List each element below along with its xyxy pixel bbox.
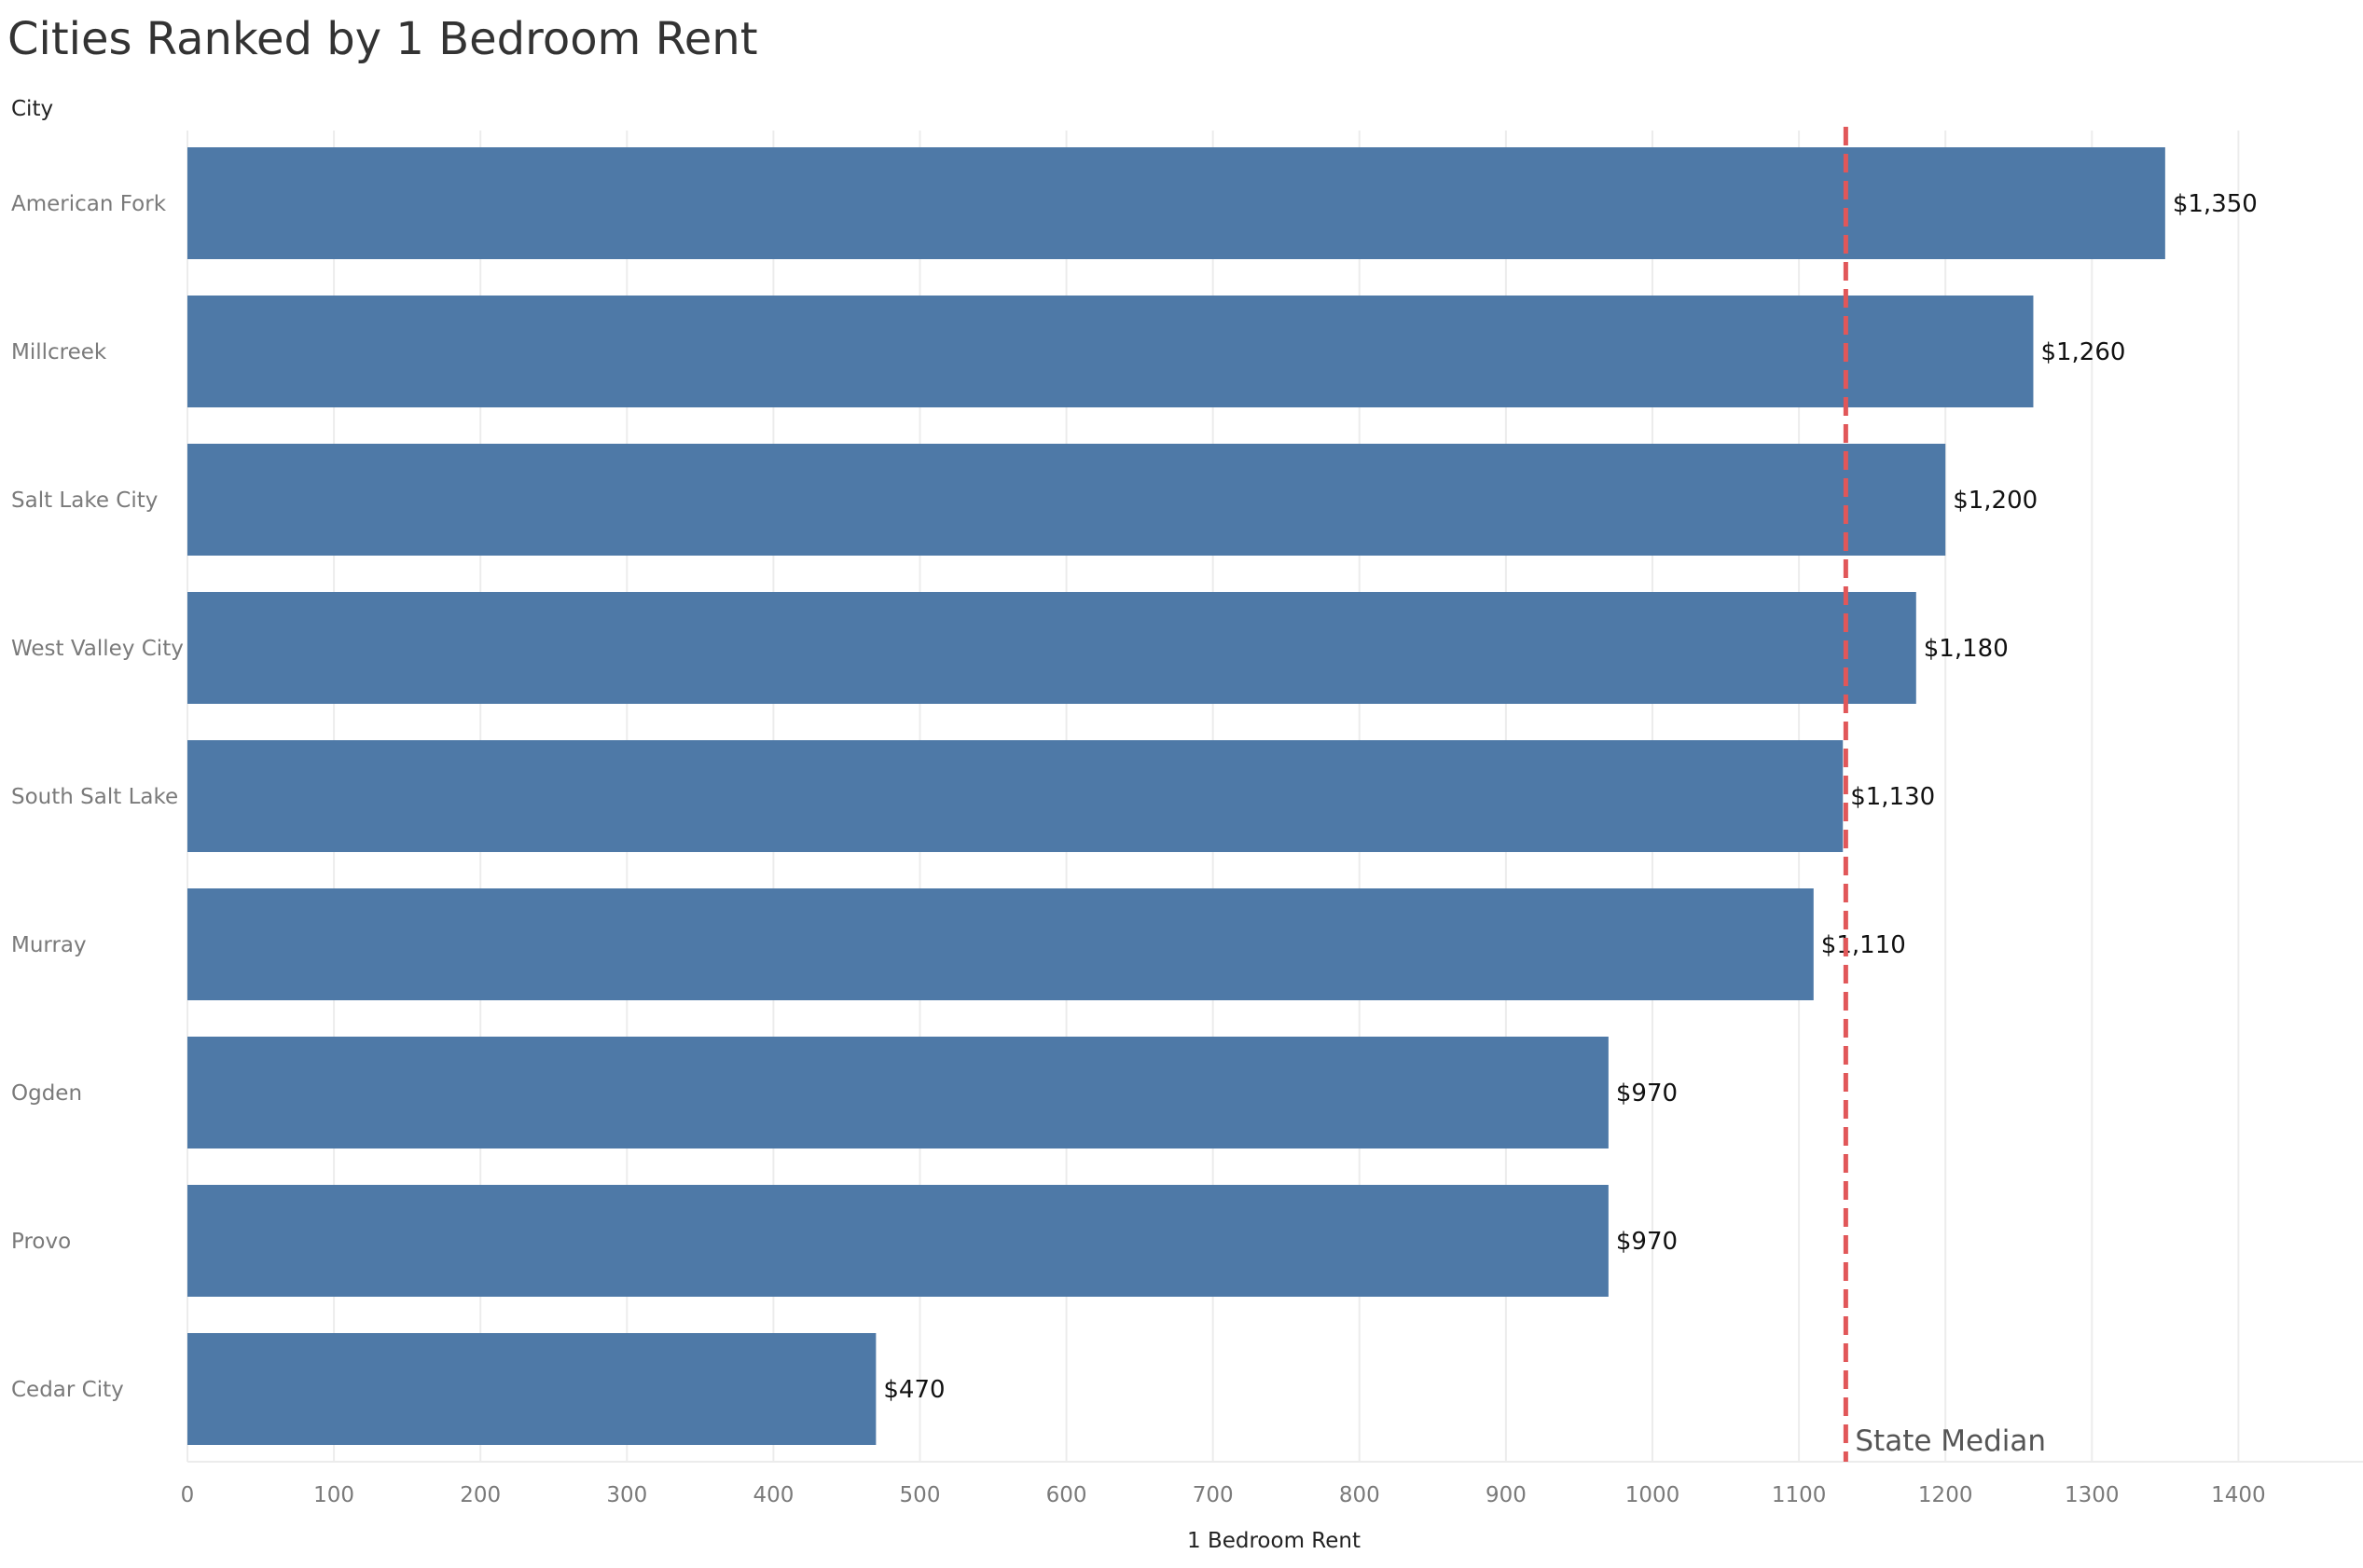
x-tick-label: 1100 — [1772, 1483, 1827, 1507]
x-tick-label: 1400 — [2211, 1483, 2266, 1507]
category-label: Millcreek — [11, 340, 107, 364]
row-header: City — [11, 97, 54, 121]
x-tick-label: 900 — [1486, 1483, 1527, 1507]
x-axis-title: 1 Bedroom Rent — [1187, 1529, 1361, 1553]
bars — [187, 147, 2165, 1445]
x-tick-label: 1200 — [1918, 1483, 1973, 1507]
x-tick-label: 0 — [181, 1483, 195, 1507]
data-label: $1,200 — [1953, 487, 2038, 515]
x-tick-label: 800 — [1339, 1483, 1380, 1507]
bar — [187, 888, 1814, 1000]
category-label: South Salt Lake — [11, 785, 178, 809]
bar — [187, 1037, 1609, 1148]
bar — [187, 1333, 877, 1445]
bar — [187, 147, 2165, 259]
data-labels: $1,350 $1,260 $1,200 $1,180 $1,130 $1,110 $970… — [883, 190, 2257, 1404]
data-label: $970 — [1616, 1080, 1678, 1107]
data-label: $1,130 — [1850, 783, 1935, 811]
x-tick-label: 400 — [753, 1483, 794, 1507]
x-tick-label: 500 — [900, 1483, 941, 1507]
x-tick-label: 1300 — [2065, 1483, 2120, 1507]
chart-title: Cities Ranked by 1 Bedroom Rent — [7, 13, 758, 65]
x-tick-label: 300 — [606, 1483, 647, 1507]
category-label: Ogden — [11, 1081, 82, 1106]
x-tick-label: 200 — [460, 1483, 501, 1507]
bar — [187, 1185, 1609, 1297]
category-label: Provo — [11, 1230, 71, 1254]
data-label: $1,350 — [2173, 190, 2258, 218]
category-labels: American Fork Millcreek Salt Lake City West… — [11, 192, 184, 1402]
bar — [187, 444, 1946, 556]
x-tick-labels: 0 100 200 300 400 500 600 700 800 900 1000 1100 1200… — [181, 1483, 2266, 1507]
bar — [187, 296, 2034, 407]
bar — [187, 592, 1916, 704]
data-label: $470 — [883, 1376, 945, 1404]
data-label: $1,260 — [2040, 338, 2125, 366]
reference-line-label: State Median — [1855, 1424, 2046, 1458]
x-tick-label: 100 — [313, 1483, 354, 1507]
category-label: Murray — [11, 933, 87, 957]
category-label: Salt Lake City — [11, 488, 158, 513]
category-label: West Valley City — [11, 637, 184, 661]
x-tick-label: 700 — [1193, 1483, 1234, 1507]
bar — [187, 740, 1844, 852]
x-tick-label: 600 — [1046, 1483, 1087, 1507]
data-label: $970 — [1616, 1228, 1678, 1256]
data-label: $1,180 — [1924, 635, 2009, 663]
data-label: $1,110 — [1821, 931, 1906, 959]
category-label: Cedar City — [11, 1378, 124, 1402]
category-label: American Fork — [11, 192, 167, 216]
reference-line-group: State Median — [1843, 127, 2046, 1462]
x-tick-label: 1000 — [1625, 1483, 1680, 1507]
